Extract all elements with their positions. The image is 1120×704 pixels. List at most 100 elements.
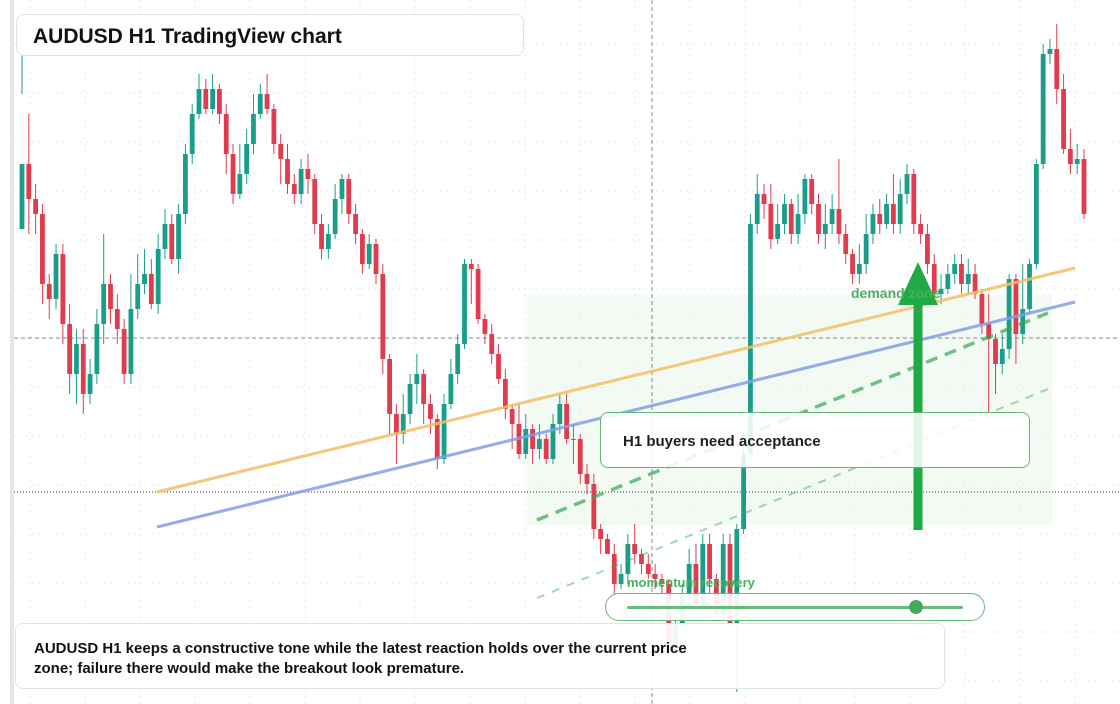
candle-bearish <box>217 89 222 114</box>
candle-bearish <box>203 89 209 109</box>
candle-bullish <box>142 274 147 284</box>
candle-bearish <box>1081 159 1087 214</box>
candle-bullish <box>339 179 345 199</box>
candle-bearish <box>543 439 549 459</box>
chart-title-box: AUDUSD H1 TradingView chart <box>16 14 524 56</box>
candle-bearish <box>564 404 570 439</box>
candle-bearish <box>148 274 154 304</box>
candle-bullish <box>251 114 256 144</box>
candle-bearish <box>26 164 32 199</box>
candle-bearish <box>761 194 767 204</box>
candle-bearish <box>108 284 113 309</box>
momentum-label: momentum recovery <box>627 575 755 590</box>
candle-bearish <box>482 319 488 334</box>
candle-bullish <box>1074 159 1080 164</box>
candle-bearish <box>577 439 583 474</box>
candle-bearish <box>584 474 590 484</box>
candle-bearish <box>312 179 318 224</box>
candle-bullish <box>462 264 467 344</box>
momentum-slider-knob[interactable] <box>908 600 923 614</box>
candle-bearish <box>530 429 535 449</box>
candle-bearish <box>373 244 379 274</box>
candle-bearish <box>611 554 617 584</box>
candle-bearish <box>60 254 66 324</box>
candle-bearish <box>836 209 842 234</box>
candle-bullish <box>856 264 862 274</box>
candle-bullish <box>720 544 726 614</box>
chart-title: AUDUSD H1 TradingView chart <box>33 25 342 48</box>
candle-bearish <box>918 224 924 234</box>
note-box: H1 buyers need acceptance <box>600 412 1030 468</box>
candle-bullish <box>952 264 958 274</box>
candle-bearish <box>353 214 358 234</box>
candle-bearish <box>387 359 393 414</box>
candle-bearish <box>428 404 433 419</box>
candle-bullish <box>1033 164 1039 264</box>
candle-bearish <box>359 234 365 264</box>
candle-bearish <box>468 264 474 269</box>
candle-bullish <box>176 214 181 259</box>
candle-bullish <box>182 154 188 214</box>
candle-bearish <box>890 204 896 224</box>
candle-bearish <box>652 574 658 579</box>
candle-bullish <box>162 224 168 249</box>
candle-bearish <box>911 174 917 224</box>
candle-bullish <box>536 439 542 449</box>
candle-bullish <box>210 89 216 109</box>
candle-bearish <box>925 234 930 264</box>
candle-bearish <box>291 184 297 194</box>
candle-bullish <box>795 214 801 234</box>
candle-bullish <box>782 204 787 224</box>
candle-bullish <box>189 114 195 154</box>
candle-bearish <box>877 214 883 224</box>
candle-bullish <box>366 244 372 264</box>
candle-bullish <box>101 284 107 324</box>
candle-bearish <box>605 539 610 554</box>
note-text: H1 buyers need acceptance <box>623 433 821 450</box>
candle-bullish <box>550 424 556 459</box>
candle-bearish <box>40 214 45 284</box>
momentum-slider[interactable] <box>605 593 985 621</box>
candle-bearish <box>121 329 127 374</box>
candle-bullish <box>754 194 760 224</box>
candle-bullish <box>155 249 161 304</box>
candle-bearish <box>169 224 175 259</box>
candle-bullish <box>244 144 250 174</box>
candle-bullish <box>332 199 338 234</box>
candle-bearish <box>278 144 284 159</box>
candle-bullish <box>441 404 447 459</box>
candle-bullish <box>400 414 406 434</box>
candle-bullish <box>557 404 563 424</box>
candle-bearish <box>707 544 712 579</box>
candle-bearish <box>285 159 290 184</box>
candle-bearish <box>434 419 440 459</box>
candle-bullish <box>448 374 454 404</box>
candle-bearish <box>1061 89 1066 149</box>
momentum-projection-line <box>536 311 1049 522</box>
lower-projection-line <box>536 388 1049 599</box>
candle-bullish <box>257 94 263 114</box>
candle-bullish <box>455 344 461 374</box>
candle-bearish <box>788 204 794 234</box>
candle-bullish <box>74 344 79 374</box>
candle-bullish <box>128 309 134 374</box>
candle-bullish <box>1027 264 1032 309</box>
candle-bearish <box>502 379 508 409</box>
candle-bearish <box>80 344 86 394</box>
candle-bearish <box>639 554 644 564</box>
candle-bullish <box>87 374 93 394</box>
candle-bullish <box>94 324 100 374</box>
candle-bearish <box>475 269 481 319</box>
candle-bullish <box>748 224 753 454</box>
candle-bearish <box>1013 279 1019 334</box>
candle-bearish <box>598 529 604 539</box>
candle-bearish <box>768 204 774 239</box>
candle-bearish <box>230 154 236 194</box>
candle-bullish <box>1047 49 1053 54</box>
candle-bearish <box>979 294 985 324</box>
candle-bearish <box>993 339 998 364</box>
candle-bearish <box>591 484 597 529</box>
candle-bearish <box>421 374 427 404</box>
candle-bearish <box>33 199 39 214</box>
candle-bearish <box>809 179 815 204</box>
